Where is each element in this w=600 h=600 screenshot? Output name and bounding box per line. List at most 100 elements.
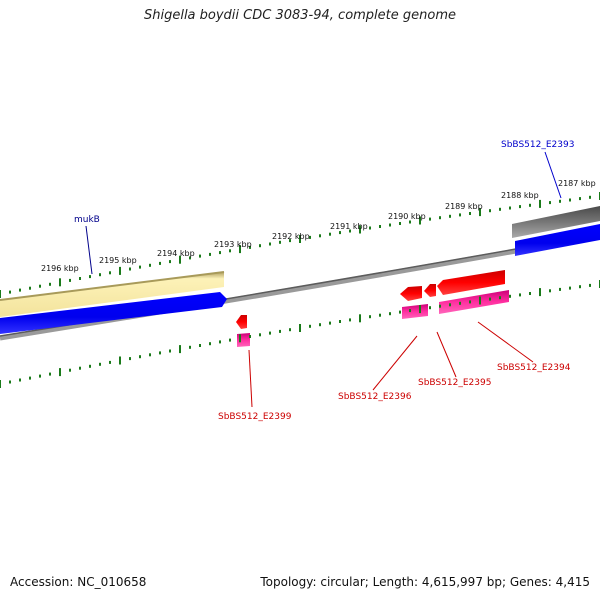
outer-minor-tick: [19, 288, 21, 292]
inner-minor-tick: [519, 293, 521, 297]
tick-label-2190: 2190 kbp: [388, 212, 426, 221]
outer-minor-tick: [189, 256, 191, 260]
outer-minor-tick: [109, 271, 111, 275]
inner-minor-tick: [469, 300, 471, 304]
inner-minor-tick: [559, 287, 561, 291]
inner-major-tick: [539, 288, 541, 297]
leader-mukb: [85, 225, 93, 275]
outer-minor-tick: [339, 231, 341, 235]
outer-minor-tick: [259, 244, 261, 248]
tick-label-2189: 2189 kbp: [445, 202, 483, 211]
outer-minor-tick: [379, 225, 381, 228]
outer-minor-tick: [89, 275, 91, 279]
inner-minor-tick: [399, 310, 401, 314]
inner-minor-tick: [249, 335, 251, 338]
inner-major-tick: [59, 368, 61, 377]
outer-minor-tick: [279, 240, 281, 244]
inner-minor-tick: [39, 374, 41, 378]
rna-band-forward-edge: [0, 271, 225, 301]
inner-major-tick: [419, 305, 421, 314]
outer-minor-tick: [79, 277, 81, 280]
leader-lines: [85, 151, 562, 408]
tick-label-2195: 2195 kbp: [99, 256, 137, 265]
leader-e2396: [372, 335, 418, 391]
outer-minor-tick: [369, 226, 371, 230]
outer-minor-tick: [429, 217, 431, 221]
outer-major-tick: [0, 290, 1, 298]
inner-minor-tick: [199, 344, 201, 347]
inner-minor-tick: [409, 309, 411, 313]
inner-minor-tick: [349, 318, 351, 322]
outer-minor-tick: [129, 267, 131, 271]
reverse-cds-e2395: [424, 284, 436, 297]
reverse-cds-e2396: [400, 286, 422, 301]
outer-minor-tick: [549, 201, 551, 205]
outer-major-tick: [179, 255, 181, 264]
outer-minor-tick: [399, 222, 401, 225]
gene-labels: mukB SbBS512_E2393 SbBS512_E2399 SbBS512…: [74, 140, 574, 422]
outer-minor-tick: [489, 209, 491, 213]
outer-minor-tick: [199, 254, 201, 258]
accession-text: Accession: NC_010658: [10, 575, 147, 589]
inner-minor-tick: [569, 286, 571, 290]
reverse-cds-e2399: [236, 315, 247, 329]
outer-minor-tick: [589, 195, 591, 199]
outer-minor-tick: [139, 265, 141, 269]
inner-minor-tick: [269, 331, 271, 335]
reverse-band-e2399: [237, 333, 250, 347]
reverse-band-e2396: [402, 304, 428, 319]
inner-major-tick: [179, 345, 181, 354]
outer-major-tick: [419, 216, 421, 225]
inner-minor-tick: [139, 355, 141, 359]
gene-label-e2393: SbBS512_E2393: [501, 140, 574, 150]
inner-minor-tick: [259, 333, 261, 337]
inner-tick-row: [0, 280, 600, 388]
outer-minor-tick: [159, 261, 161, 265]
tick-label-2192: 2192 kbp: [272, 232, 310, 241]
outer-minor-tick: [209, 252, 211, 256]
inner-minor-tick: [379, 313, 381, 317]
inner-minor-tick: [529, 292, 531, 295]
outer-minor-tick: [9, 290, 11, 294]
outer-minor-tick: [559, 199, 561, 203]
inner-major-tick: [239, 334, 241, 343]
outer-major-tick: [119, 266, 121, 275]
tick-label-2188: 2188 kbp: [501, 191, 539, 200]
outer-minor-tick: [329, 232, 331, 236]
outer-minor-tick: [249, 245, 251, 249]
outer-minor-tick: [99, 273, 101, 277]
inner-minor-tick: [29, 376, 31, 380]
inner-minor-tick: [209, 342, 211, 346]
inner-minor-tick: [289, 328, 291, 332]
inner-minor-tick: [49, 372, 51, 376]
inner-minor-tick: [309, 324, 311, 328]
outer-tick-row: [0, 192, 600, 298]
inner-minor-tick: [509, 294, 511, 298]
outer-minor-tick: [289, 239, 291, 243]
inner-major-tick: [479, 296, 481, 305]
outer-minor-tick: [229, 249, 231, 253]
genome-summary-text: Topology: circular; Length: 4,615,997 bp…: [260, 575, 590, 589]
outer-minor-tick: [409, 220, 411, 224]
outer-minor-tick: [169, 260, 171, 264]
outer-minor-tick: [389, 223, 391, 227]
inner-minor-tick: [219, 340, 221, 344]
inner-minor-tick: [229, 338, 231, 342]
inner-minor-tick: [99, 362, 101, 366]
outer-minor-tick: [579, 197, 581, 201]
tick-label-2191: 2191 kbp: [330, 222, 368, 231]
inner-minor-tick: [149, 353, 151, 357]
inner-minor-tick: [79, 366, 81, 370]
inner-minor-tick: [459, 301, 461, 305]
outer-minor-tick: [269, 242, 271, 246]
outer-minor-tick: [149, 263, 151, 267]
outer-major-tick: [539, 199, 541, 208]
inner-major-tick: [0, 380, 1, 388]
map-title: Shigella boydii CDC 3083-94, complete ge…: [143, 8, 457, 23]
inner-minor-tick: [489, 297, 491, 301]
outer-minor-tick: [219, 251, 221, 255]
outer-major-tick: [299, 235, 301, 243]
inner-minor-tick: [159, 351, 161, 355]
inner-minor-tick: [169, 349, 171, 353]
